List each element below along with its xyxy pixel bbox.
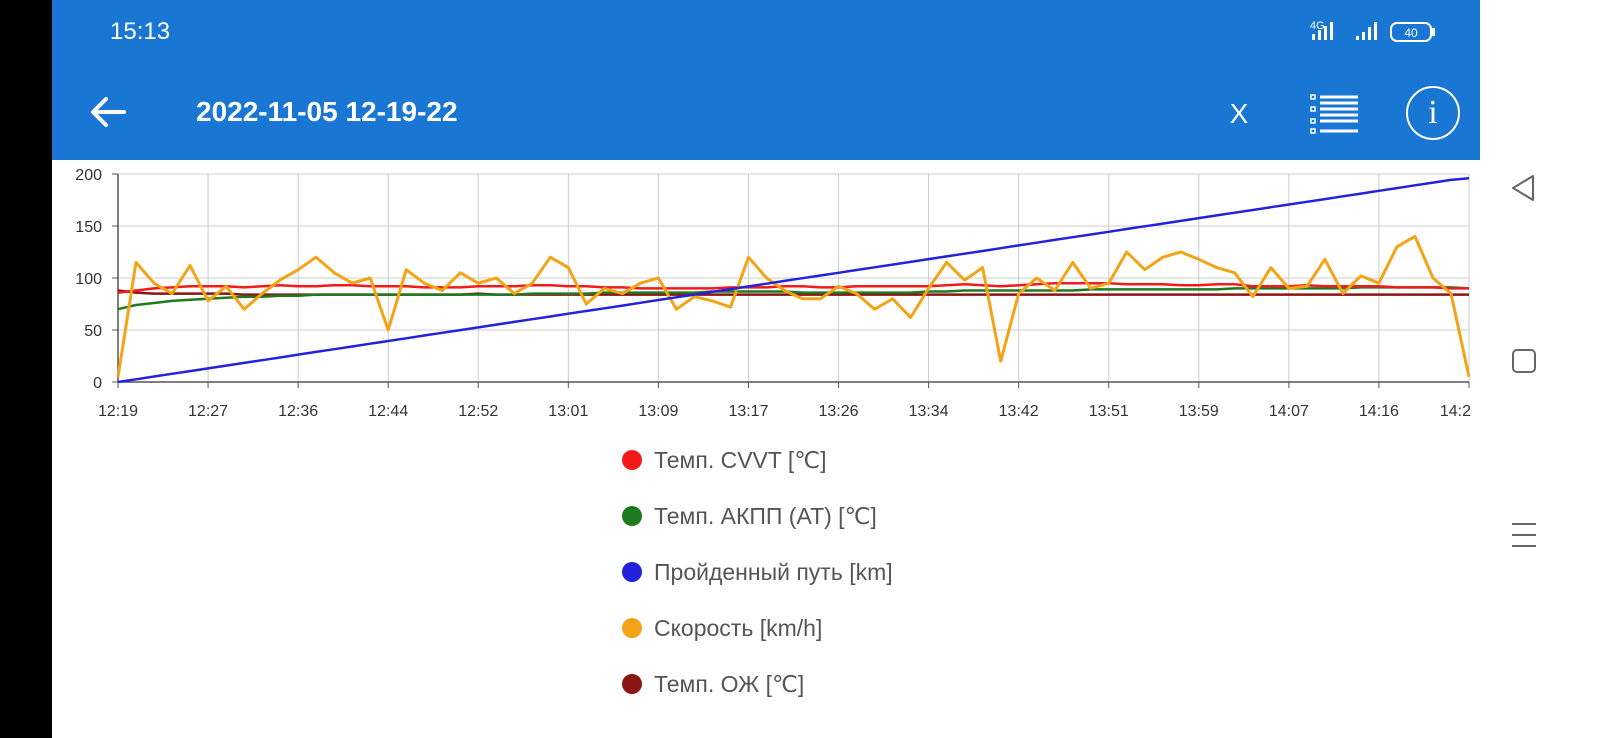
legend-label: Темп. ОЖ [℃] [654,670,805,697]
info-icon: i [1428,94,1438,131]
legend-item-distance: Пройденный путь [km] [622,544,893,600]
close-button[interactable]: X [1229,98,1249,129]
square-home-icon [1512,349,1536,373]
series-line-distance [117,176,1470,384]
chart-axes [112,173,1470,388]
menu-lines-icon [1512,523,1536,547]
y-tick-label: 200 [75,167,102,184]
x-tick-label: 13:51 [1089,403,1129,420]
x-tick-label: 12:36 [278,403,318,420]
legend-list-button[interactable] [1310,92,1360,134]
series-line-speed [116,234,1471,378]
legend-item-coolant: Темп. ОЖ [℃] [622,656,893,712]
legend-marker [622,506,642,526]
x-tick-label: 13:59 [1179,403,1219,420]
x-tick-label: 13:26 [819,403,859,420]
line-chart: 0 50 100 150 200 12:19 12:27 12:36 12:44 12:52 13:… [75,167,1471,420]
status-icons: 4G 40 [1308,18,1438,46]
network-type-label: 4G [1310,20,1325,32]
x-tick-label: 12:19 [98,403,138,420]
left-black-strip [0,0,52,738]
x-tick-label: 12:44 [368,403,408,420]
x-tick-label: 12:52 [458,403,498,420]
page-title: 2022-11-05 12-19-22 [196,96,458,127]
x-tick-label: 14:2 [1440,403,1471,420]
legend-marker [622,674,642,694]
battery-icon: 40 [1390,22,1435,42]
legend-marker [622,562,642,582]
info-button[interactable]: i [1406,86,1460,140]
x-tick-label: 13:42 [999,403,1039,420]
x-tick-label: 13:01 [548,403,588,420]
chart-legend: Темп. CVVT [℃] Темп. АКПП (AT) [℃] Пройд… [622,432,893,712]
nav-home-button[interactable] [1511,348,1537,379]
legend-marker [622,618,642,638]
legend-label: Скорость [km/h] [654,614,823,641]
legend-item-speed: Скорость [km/h] [622,600,893,656]
status-time: 15:13 [110,18,171,45]
battery-level: 40 [1404,26,1418,40]
app-bar: 15:13 4G 40 [52,0,1480,160]
arrow-back-icon [91,97,126,127]
legend-item-at: Темп. АКПП (AT) [℃] [622,488,893,544]
legend-label: Пройденный путь [km] [654,558,893,585]
signal-4g-icon: 4G [1310,20,1333,40]
system-nav-bar [1480,0,1600,738]
y-tick-label: 50 [84,323,102,340]
x-tick-label: 12:27 [188,403,228,420]
nav-back-button[interactable] [1510,174,1536,207]
triangle-back-icon [1512,175,1534,201]
x-tick-label: 13:17 [728,403,768,420]
legend-marker [622,450,642,470]
back-button[interactable] [86,90,130,134]
x-tick-label: 13:09 [638,403,678,420]
legend-label: Темп. CVVT [℃] [654,446,827,473]
list-icon [1310,94,1358,134]
chart-series [116,176,1471,384]
x-tick-label: 14:16 [1359,403,1399,420]
y-tick-label: 0 [93,375,102,392]
x-tick-label: 13:34 [909,403,949,420]
legend-label: Темп. АКПП (AT) [℃] [654,502,877,529]
series-line-at [117,286,1470,311]
y-tick-label: 100 [75,271,102,288]
x-tick-label: 14:07 [1269,403,1309,420]
chart-tick-labels: 0 50 100 150 200 12:19 12:27 12:36 12:44 12:52 13:… [75,167,1471,420]
legend-item-cvvt: Темп. CVVT [℃] [622,432,893,488]
signal-icon [1356,22,1377,40]
nav-menu-button[interactable] [1510,520,1538,555]
y-tick-label: 150 [75,219,102,236]
